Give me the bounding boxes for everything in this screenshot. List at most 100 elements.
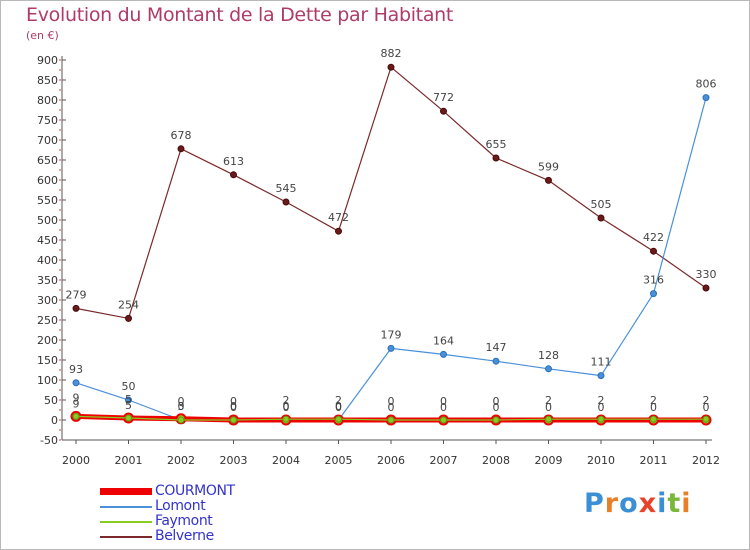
data-label-courmont: 9 [73,397,80,410]
legend-item-courmont: COURMONT [100,483,320,499]
data-label-faymont: 9 [73,391,80,404]
y-tick-label: 500 [37,214,58,227]
data-label-belverne: 472 [328,211,349,224]
data-point-lomont [702,94,710,102]
data-point-lomont [125,396,132,404]
y-tick-label: 550 [37,194,58,207]
data-label-faymont: 2 [283,394,290,407]
data-point-belverne [282,198,290,206]
legend-label-lomont: Lomont [155,498,206,514]
data-label-courmont: 0 [230,401,237,414]
data-point-belverne [230,171,237,179]
data-point-belverne [72,304,80,312]
logo-letter: i [681,488,692,519]
x-tick-label: 2006 [377,454,405,467]
logo-letter: t [667,488,682,519]
legend-swatch-faymont [100,521,152,523]
data-label-lomont: 806 [696,78,717,91]
y-tick-label: 750 [37,114,58,127]
data-label-belverne: 254 [118,298,139,311]
data-label-faymont: 5 [125,393,132,406]
data-point-faymont [597,415,605,423]
data-label-belverne: 330 [696,268,717,281]
data-point-belverne [387,63,395,71]
data-label-belverne: 422 [643,231,664,244]
y-tick-label: 0 [51,414,58,427]
logo-letter: x [638,488,658,519]
legend-swatch-belverne [100,536,152,538]
data-point-faymont [545,415,552,423]
y-tick-label: 650 [37,154,58,167]
y-tick-label: 100 [37,374,58,387]
x-tick-label: 2005 [325,454,353,467]
chart-axes [59,56,712,441]
x-tick-label: 2012 [692,454,720,467]
data-point-faymont [702,415,710,423]
data-label-belverne: 772 [433,91,454,104]
data-label-belverne: 882 [381,47,402,60]
chart-title: Evolution du Montant de la Dette par Hab… [26,4,454,26]
data-label-faymont: 0 [493,395,500,408]
y-tick-label: 50 [44,394,58,407]
data-label-faymont: 2 [650,394,657,407]
data-label-lomont: 50 [122,380,136,393]
proxiti-logo: Proxiti [584,488,692,519]
data-point-faymont [125,414,132,422]
data-point-belverne [650,247,657,255]
data-point-belverne [125,314,132,322]
data-point-belverne [597,214,605,222]
x-tick-label: 2002 [167,454,195,467]
data-point-faymont [177,416,185,424]
legend-item-faymont: Faymont [100,513,320,529]
x-tick-label: 2003 [220,454,248,467]
data-point-faymont [335,415,342,423]
y-axis-ticks: -50 0 50 100 150 200 250 300 350 400 450 500 550 600 6… [37,54,66,447]
x-tick-label: 2000 [62,454,90,467]
y-tick-label: 700 [37,134,58,147]
data-point-faymont [387,416,395,424]
data-label-faymont: 2 [545,394,552,407]
data-label-faymont: 0 [388,395,395,408]
y-tick-label: 850 [37,74,58,87]
logo-letter: P [584,488,605,519]
legend-label-belverne: Belverne [155,528,214,544]
data-label-faymont: 2 [335,394,342,407]
data-label-belverne: 613 [223,155,244,168]
data-point-belverne [702,284,710,292]
legend-label-courmont: COURMONT [155,483,235,499]
y-tick-label: 600 [37,174,58,187]
data-point-faymont [230,416,237,424]
legend-swatch-courmont [100,488,152,495]
data-labels: 2792546786135454728827726555995054223309… [66,47,717,414]
x-tick-label: 2007 [430,454,458,467]
data-label-belverne: 279 [66,288,87,301]
y-tick-label: 900 [37,54,58,67]
data-label-courmont: 0 [545,401,552,414]
data-label-courmont: 0 [598,401,605,414]
y-tick-label: 350 [37,274,58,287]
data-point-belverne [545,176,552,184]
series-line-lomont [75,97,707,421]
data-label-courmont: 0 [388,401,395,414]
data-label-lomont: 147 [486,341,507,354]
data-label-courmont: 0 [283,401,290,414]
data-label-courmont: 0 [335,401,342,414]
data-label-courmont: 0 [703,401,710,414]
series-group [70,63,712,426]
data-label-faymont: 0 [178,395,185,408]
y-tick-label: 450 [37,234,58,247]
data-label-lomont: 0 [230,400,237,413]
data-point-lomont [492,357,500,365]
x-axis-ticks: 2000 2001 2002 2003 2004 2005 2006 2007 2008 2009… [62,440,720,467]
data-label-faymont: 2 [598,394,605,407]
data-label-lomont: 111 [591,356,612,369]
data-label-lomont: 179 [381,328,402,341]
data-label-belverne: 655 [486,138,507,151]
data-label-courmont: 0 [493,401,500,414]
data-label-lomont: 0 [283,400,290,413]
x-tick-label: 2010 [587,454,615,467]
data-point-lomont [440,350,447,358]
data-point-lomont [387,344,395,352]
y-tick-label: 300 [37,294,58,307]
